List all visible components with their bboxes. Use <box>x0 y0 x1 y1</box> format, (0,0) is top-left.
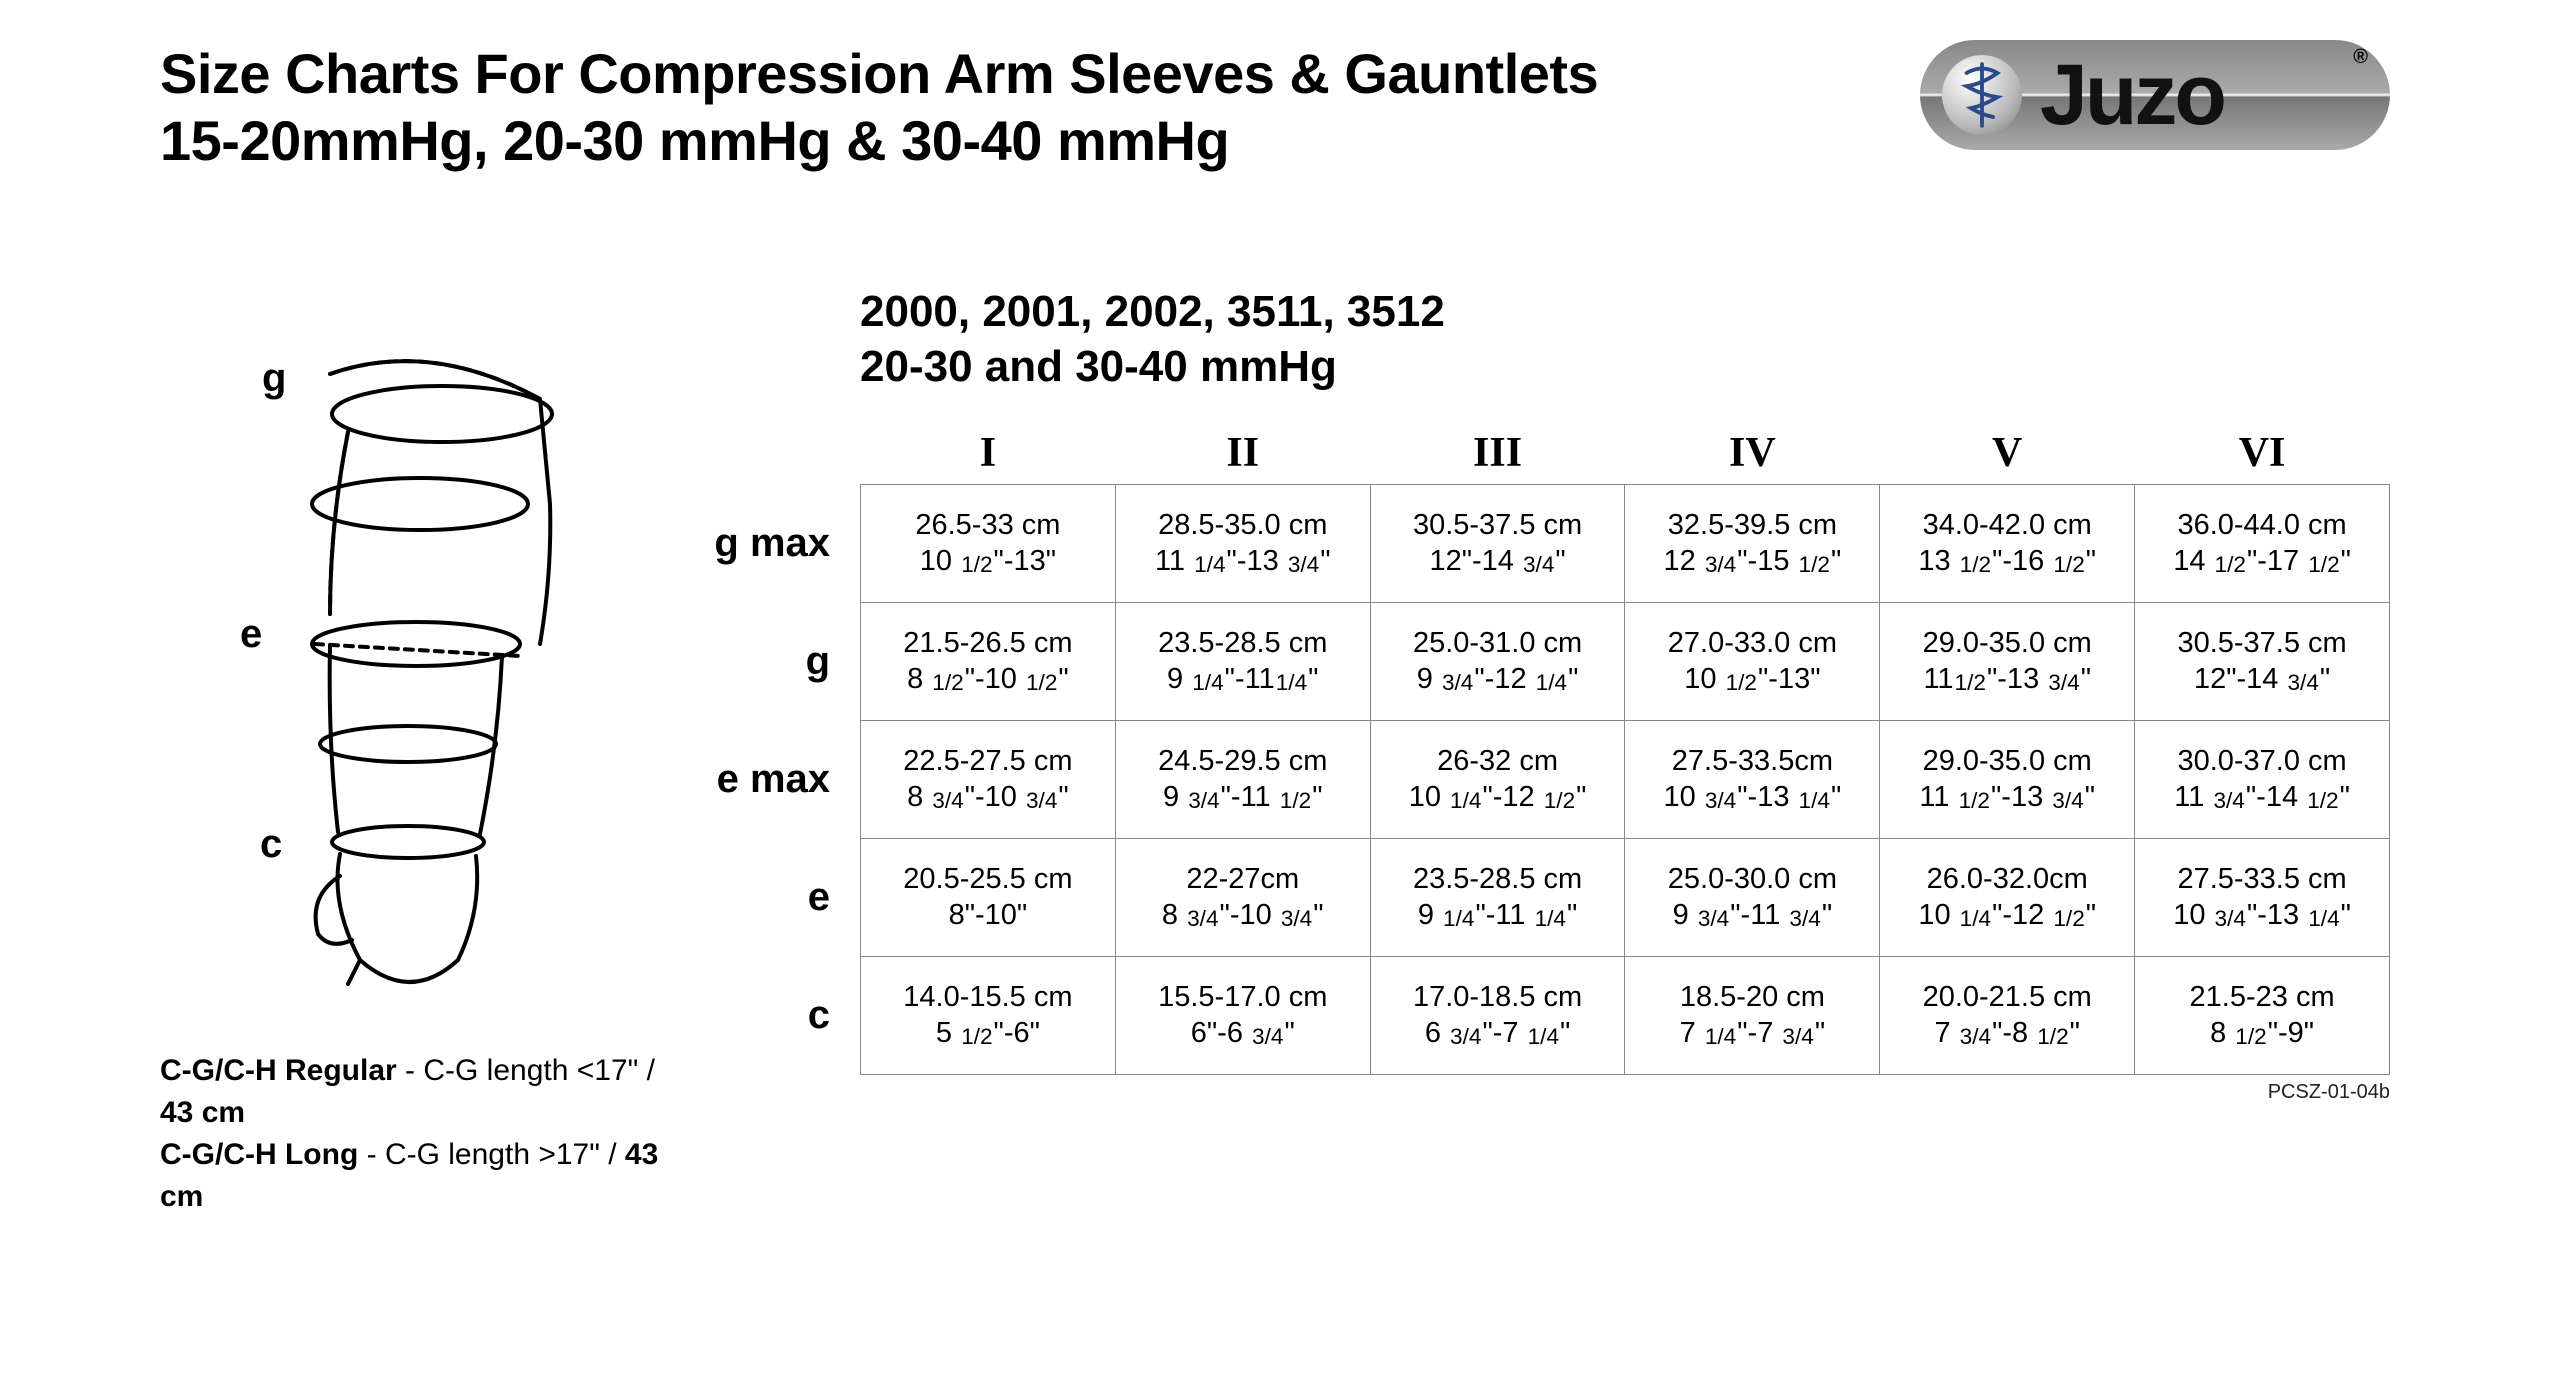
arm-svg <box>180 344 640 1004</box>
size-cell: 20.5-25.5 cm8"-10" <box>861 838 1116 956</box>
row-label-e-max: e max <box>660 721 860 839</box>
table-row: 14.0-15.5 cm5 1/2"-6"15.5-17.0 cm6"-6 3/… <box>861 956 2390 1074</box>
size-chart: g maxge maxec IIIIIIIVVVI 26.5-33 cm10 1… <box>660 422 2390 1075</box>
size-cell: 20.0-21.5 cm7 3/4"-8 1/2" <box>1880 956 2135 1074</box>
size-col-4: IV <box>1625 422 1880 484</box>
size-cell: 21.5-23 cm8 1/2"-9" <box>2135 956 2390 1074</box>
size-cell: 24.5-29.5 cm9 3/4"-11 1/2" <box>1115 720 1370 838</box>
size-cell: 28.5-35.0 cm11 1/4"-13 3/4" <box>1115 484 1370 602</box>
note-regular: C-G/C-H Regular - C-G length <17" / 43 c… <box>160 1050 660 1134</box>
table-row: 20.5-25.5 cm8"-10"22-27cm8 3/4"-10 3/4"2… <box>861 838 2390 956</box>
size-cell: 30.0-37.0 cm11 3/4"-14 1/2" <box>2135 720 2390 838</box>
size-cell: 18.5-20 cm7 1/4"-7 3/4" <box>1625 956 1880 1074</box>
diagram-label-c: c <box>260 822 282 867</box>
arm-diagram: g e c <box>180 344 640 1004</box>
size-cell: 36.0-44.0 cm14 1/2"-17 1/2" <box>2135 484 2390 602</box>
size-cell: 30.5-37.5 cm12"-14 3/4" <box>2135 602 2390 720</box>
size-cell: 25.0-31.0 cm9 3/4"-12 1/4" <box>1370 602 1625 720</box>
size-cell: 29.0-35.0 cm11 1/2"-13 3/4" <box>1880 720 2135 838</box>
size-cell: 26.5-33 cm10 1/2"-13" <box>861 484 1116 602</box>
registered-mark: ® <box>2353 46 2368 69</box>
size-col-5: V <box>1880 422 2135 484</box>
size-cell: 27.0-33.0 cm10 1/2"-13" <box>1625 602 1880 720</box>
size-cell: 27.5-33.5cm10 3/4"-13 1/4" <box>1625 720 1880 838</box>
row-labels: g maxge maxec <box>660 422 860 1075</box>
row-label-e: e <box>660 839 860 957</box>
size-cell: 27.5-33.5 cm10 3/4"-13 1/4" <box>2135 838 2390 956</box>
brand-name: Juzo <box>2040 46 2224 145</box>
size-cell: 17.0-18.5 cm6 3/4"-7 1/4" <box>1370 956 1625 1074</box>
length-notes: C-G/C-H Regular - C-G length <17" / 43 c… <box>160 1050 660 1218</box>
size-cell: 25.0-30.0 cm9 3/4"-11 3/4" <box>1625 838 1880 956</box>
size-header-row: IIIIIIIVVVI <box>861 422 2390 484</box>
size-cell: 22-27cm8 3/4"-10 3/4" <box>1115 838 1370 956</box>
size-cell: 26.0-32.0cm10 1/4"-12 1/2" <box>1880 838 2135 956</box>
brand-logo: Juzo ® <box>1920 40 2390 150</box>
note-long: C-G/C-H Long - C-G length >17" / 43 cm <box>160 1134 660 1218</box>
size-cell: 23.5-28.5 cm9 1/4"-11 1/4" <box>1370 838 1625 956</box>
content: g e c <box>160 284 2390 1218</box>
diagram-label-g: g <box>262 356 286 401</box>
size-col-3: III <box>1370 422 1625 484</box>
chart-column: 2000, 2001, 2002, 3511, 3512 20-30 and 3… <box>660 284 2390 1218</box>
size-cell: 26-32 cm10 1/4"-12 1/2" <box>1370 720 1625 838</box>
size-cell: 29.0-35.0 cm111/2"-13 3/4" <box>1880 602 2135 720</box>
size-cell: 14.0-15.5 cm5 1/2"-6" <box>861 956 1116 1074</box>
chart-footnote: PCSZ-01-04b <box>660 1081 2390 1104</box>
chart-title: 2000, 2001, 2002, 3511, 3512 20-30 and 3… <box>860 284 2390 394</box>
table-row: 21.5-26.5 cm8 1/2"-10 1/2"23.5-28.5 cm9 … <box>861 602 2390 720</box>
title-line-2: 15-20mmHg, 20-30 mmHg & 30-40 mmHg <box>160 107 1598 174</box>
row-label-c: c <box>660 957 860 1075</box>
size-col-1: I <box>861 422 1116 484</box>
diagram-label-e: e <box>240 612 262 657</box>
size-cell: 15.5-17.0 cm6"-6 3/4" <box>1115 956 1370 1074</box>
row-label-g-max: g max <box>660 484 860 602</box>
diagram-column: g e c <box>160 284 660 1218</box>
header: Size Charts For Compression Arm Sleeves … <box>160 40 2390 174</box>
caduceus-icon <box>1942 55 2022 135</box>
size-cell: 32.5-39.5 cm12 3/4"-15 1/2" <box>1625 484 1880 602</box>
size-table: IIIIIIIVVVI 26.5-33 cm10 1/2"-13"28.5-35… <box>860 422 2390 1075</box>
size-cell: 34.0-42.0 cm13 1/2"-16 1/2" <box>1880 484 2135 602</box>
page-title: Size Charts For Compression Arm Sleeves … <box>160 40 1598 174</box>
size-cell: 21.5-26.5 cm8 1/2"-10 1/2" <box>861 602 1116 720</box>
size-cell: 22.5-27.5 cm8 3/4"-10 3/4" <box>861 720 1116 838</box>
size-cell: 23.5-28.5 cm9 1/4"-111/4" <box>1115 602 1370 720</box>
size-col-6: VI <box>2135 422 2390 484</box>
size-cell: 30.5-37.5 cm12"-14 3/4" <box>1370 484 1625 602</box>
row-label-g: g <box>660 602 860 720</box>
table-row: 26.5-33 cm10 1/2"-13"28.5-35.0 cm11 1/4"… <box>861 484 2390 602</box>
title-line-1: Size Charts For Compression Arm Sleeves … <box>160 40 1598 107</box>
size-col-2: II <box>1115 422 1370 484</box>
table-row: 22.5-27.5 cm8 3/4"-10 3/4"24.5-29.5 cm9 … <box>861 720 2390 838</box>
